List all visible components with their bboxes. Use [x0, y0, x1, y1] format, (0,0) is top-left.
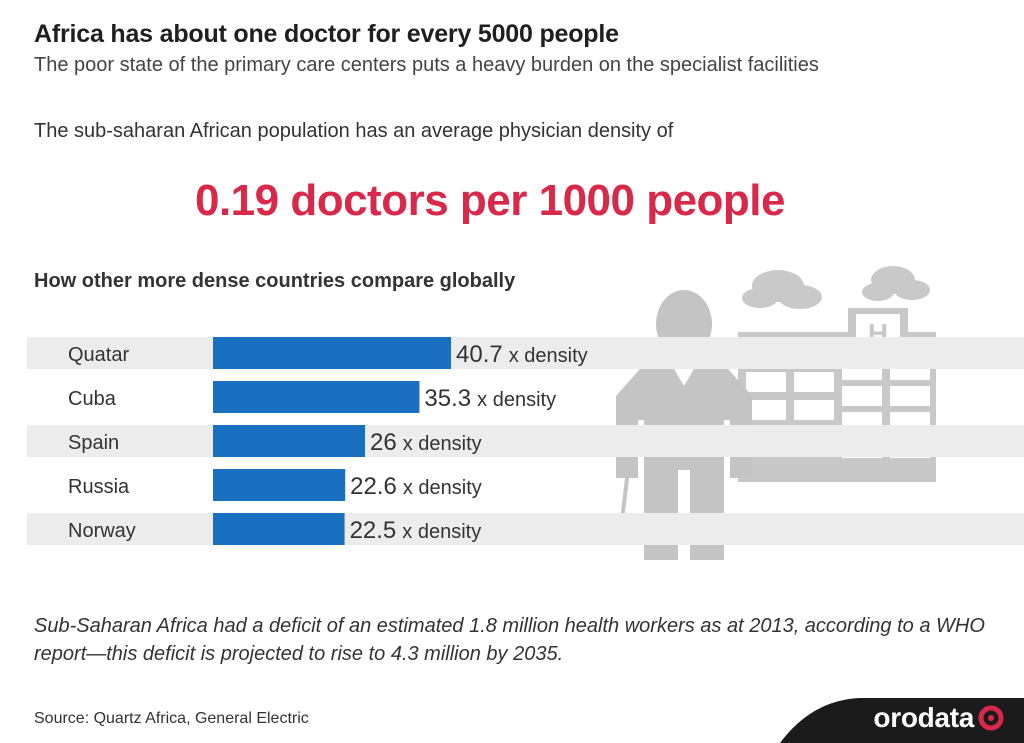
bar [213, 513, 345, 545]
category-label: Cuba [68, 388, 117, 410]
category-label: Spain [68, 432, 119, 454]
row-band [27, 337, 1024, 369]
category-label: Quatar [68, 344, 129, 366]
row-band [27, 425, 1024, 457]
orodata-logo-icon [978, 705, 1004, 731]
brand-logo: orodata [873, 702, 974, 733]
category-label: Russia [68, 476, 130, 498]
bar [213, 381, 420, 413]
data-label: 26 x density [370, 429, 482, 456]
cloud-icon [742, 270, 822, 309]
page-subtitle: The poor state of the primary care cente… [34, 54, 819, 76]
category-label: Norway [68, 520, 136, 542]
headline-stat: 0.19 doctors per 1000 people [194, 176, 786, 225]
data-label: 40.7 x density [456, 341, 588, 368]
page-title: Africa has about one doctor for every 50… [34, 20, 619, 48]
bar [213, 337, 451, 369]
cloud-icon [862, 266, 930, 301]
data-label: 22.5 x density [350, 517, 482, 544]
source-text: Source: Quartz Africa, General Electric [34, 710, 309, 727]
data-label: 35.3 x density [424, 385, 556, 412]
footnote: Sub-Saharan Africa had a deficit of an e… [34, 615, 985, 665]
row-band [27, 513, 1024, 545]
chart-title: How other more dense countries compare g… [34, 270, 516, 292]
data-label: 22.6 x density [350, 473, 482, 500]
intro-text: The sub-saharan African population has a… [34, 120, 674, 142]
bar [213, 425, 366, 457]
bar [213, 469, 346, 501]
